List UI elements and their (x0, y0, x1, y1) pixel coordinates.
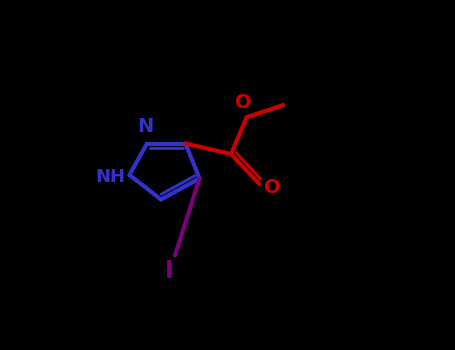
Text: O: O (264, 178, 281, 197)
Text: N: N (137, 117, 153, 135)
Text: I: I (165, 259, 174, 283)
Text: O: O (235, 93, 252, 112)
Text: NH: NH (95, 168, 125, 186)
